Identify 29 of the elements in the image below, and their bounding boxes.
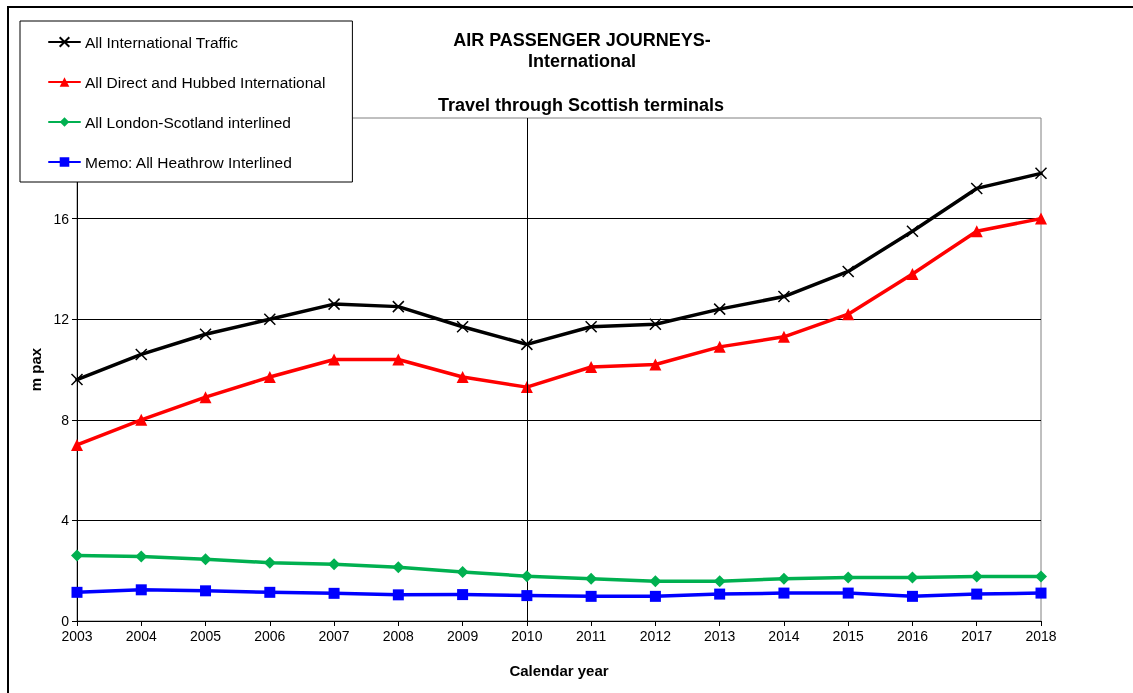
x-axis-title: Calendar year — [509, 662, 609, 679]
x-tick-label: 2016 — [896, 628, 929, 644]
y-tick-label: 0 — [61, 613, 70, 629]
chart-subtitle: Travel through Scottish terminals — [437, 95, 725, 115]
y-axis-title: m pax — [26, 347, 44, 392]
x-tick-label: 2013 — [704, 628, 736, 644]
x-tick-label: 2003 — [61, 628, 93, 644]
x-tick-label: 2010 — [511, 628, 543, 644]
x-tick-label: 2004 — [125, 628, 158, 644]
x-tick-label: 2017 — [961, 628, 993, 644]
x-tick-label: 2008 — [382, 628, 415, 644]
y-tick-label: 4 — [61, 512, 70, 529]
legend-label: All Direct and Hubbed International — [85, 73, 326, 91]
x-tick-label: 2007 — [318, 628, 350, 644]
chart-title: AIR PASSENGER JOURNEYS- International — [453, 29, 711, 71]
x-tick-label: 2014 — [768, 628, 800, 644]
x-tick-label: 2011 — [576, 628, 607, 644]
x-tick-label: 2015 — [832, 628, 864, 644]
x-tick-label: 2012 — [639, 628, 672, 644]
y-tick-label: 8 — [61, 411, 70, 428]
x-tick-label: 2009 — [447, 628, 479, 644]
legend-label: Memo: All Heathrow Interlined — [85, 153, 292, 171]
x-tick-label: 2006 — [254, 628, 286, 644]
x-tick-label: 2005 — [189, 628, 222, 644]
x-tick-label: 2018 — [1025, 628, 1057, 644]
y-tick-label: 16 — [53, 210, 70, 227]
y-tick-label: 12 — [53, 311, 70, 328]
legend-label: All International Traffic — [85, 33, 239, 51]
legend-label: All London-Scotland interlined — [85, 113, 291, 131]
